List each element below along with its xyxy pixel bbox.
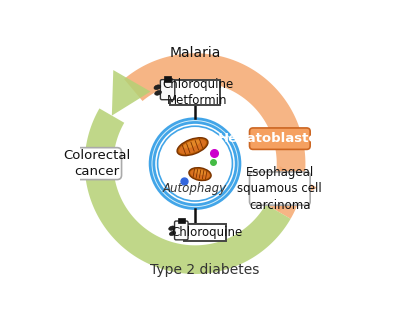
Ellipse shape	[194, 170, 206, 175]
Text: Type 2 diabetes: Type 2 diabetes	[150, 263, 260, 277]
Text: Chloroquine
Metformin: Chloroquine Metformin	[162, 78, 233, 107]
Text: Autophagy: Autophagy	[163, 181, 227, 195]
Ellipse shape	[189, 168, 211, 180]
Ellipse shape	[190, 169, 210, 179]
Polygon shape	[85, 109, 291, 274]
FancyBboxPatch shape	[72, 148, 122, 179]
Ellipse shape	[169, 231, 176, 236]
FancyBboxPatch shape	[250, 172, 310, 205]
Text: Colorectal
cancer: Colorectal cancer	[63, 149, 130, 178]
Ellipse shape	[155, 90, 162, 95]
FancyBboxPatch shape	[170, 80, 220, 105]
Polygon shape	[278, 166, 317, 212]
FancyBboxPatch shape	[174, 221, 188, 240]
FancyBboxPatch shape	[160, 80, 175, 100]
Text: Hepatoblastoma: Hepatoblastoma	[218, 132, 342, 145]
FancyBboxPatch shape	[250, 128, 310, 149]
Circle shape	[150, 119, 240, 209]
Polygon shape	[124, 53, 306, 219]
FancyBboxPatch shape	[184, 224, 226, 241]
Ellipse shape	[177, 138, 208, 156]
Ellipse shape	[154, 85, 161, 89]
Bar	[178, 218, 184, 223]
Circle shape	[154, 122, 236, 205]
Text: Chloroquine: Chloroquine	[172, 226, 243, 239]
Text: Esophageal
squamous cell
carcinoma: Esophageal squamous cell carcinoma	[238, 166, 322, 212]
Text: Malaria: Malaria	[169, 46, 221, 60]
Polygon shape	[112, 70, 150, 116]
Ellipse shape	[179, 139, 206, 154]
Ellipse shape	[169, 226, 175, 230]
Bar	[164, 76, 171, 82]
Ellipse shape	[183, 140, 200, 148]
